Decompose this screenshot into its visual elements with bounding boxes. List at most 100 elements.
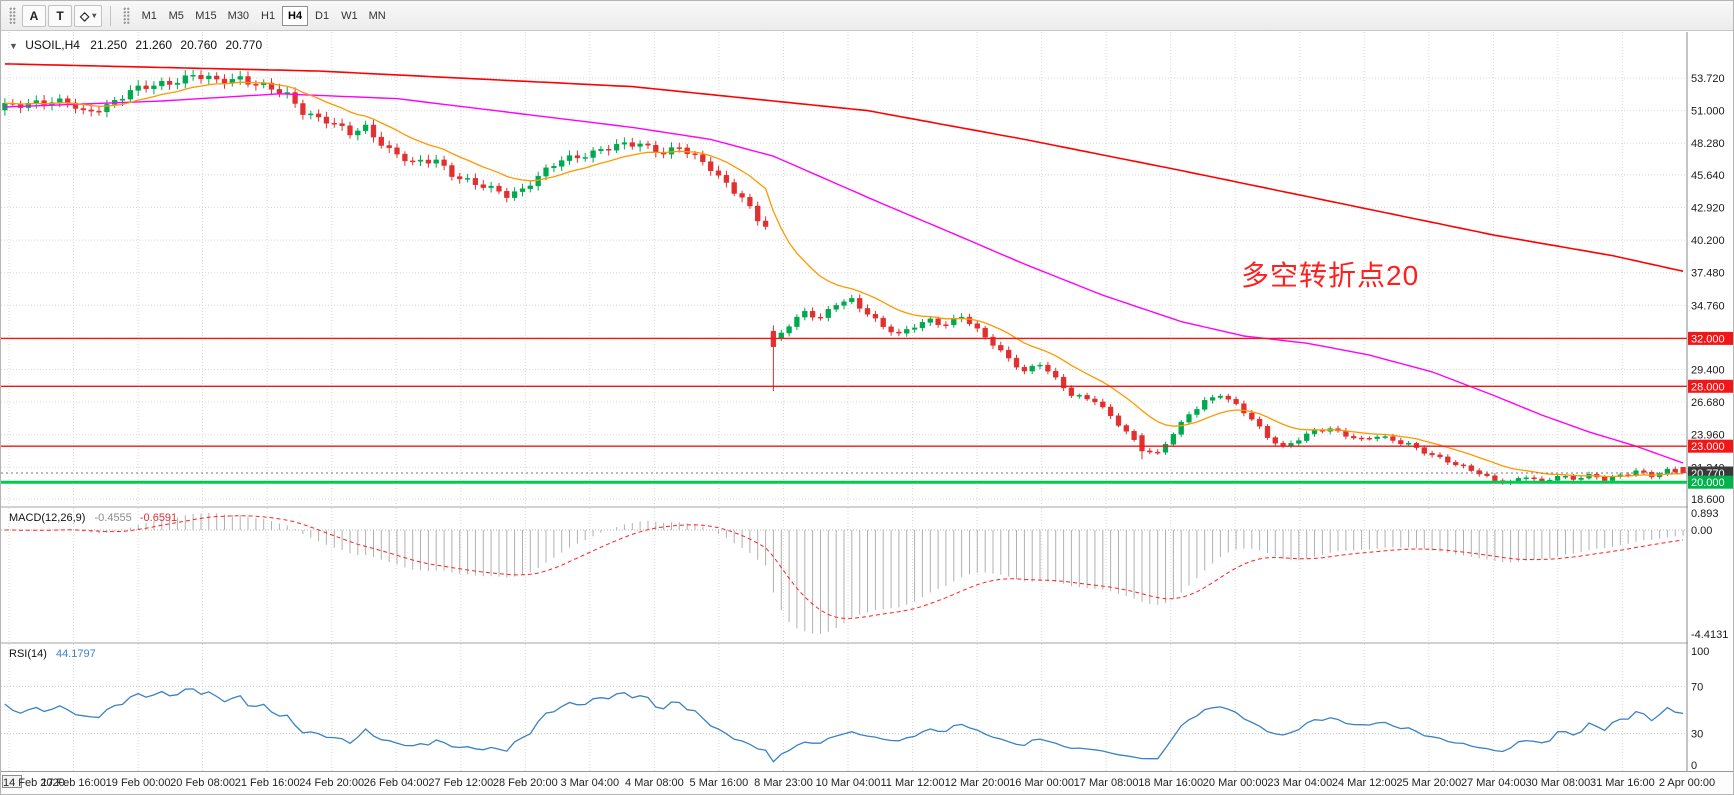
macd-main-value: -0.4555 bbox=[94, 512, 132, 524]
arrow-label-tool-button[interactable]: A bbox=[22, 4, 46, 27]
macd-axis-label: 0.00 bbox=[1691, 525, 1712, 537]
price-axis-label: 42.920 bbox=[1691, 203, 1725, 215]
time-axis-label: 12 Mar 20:00 bbox=[944, 777, 1010, 789]
price-badge-box bbox=[1688, 439, 1733, 453]
timeframe-toolbar: M1 M5 M15 M30 H1 H4 D1 W1 MN bbox=[136, 5, 391, 26]
time-axis-label: 5 Mar 16:00 bbox=[689, 777, 749, 789]
toolbar: A T ◇ ▾ M1 M5 M15 M30 H1 H4 D1 W1 MN bbox=[1, 1, 1733, 31]
bar-high-value: 21.260 bbox=[135, 38, 173, 52]
rsi-axis-label: 30 bbox=[1691, 729, 1703, 741]
time-axis-label: 20 Feb 08:00 bbox=[170, 777, 236, 789]
price-badge-label: 32.000 bbox=[1691, 333, 1725, 345]
price-badge-label: 28.000 bbox=[1691, 381, 1725, 393]
timeframe-button-M1[interactable]: M1 bbox=[136, 6, 162, 26]
price-axis-label: 48.280 bbox=[1691, 138, 1725, 150]
toolbar-separator bbox=[110, 5, 112, 26]
text-tool-icon: T bbox=[56, 8, 64, 23]
rsi-axis-label: 0 bbox=[1691, 760, 1697, 771]
ma-slow-line bbox=[4, 63, 1684, 272]
timeframe-button-M15[interactable]: M15 bbox=[190, 6, 221, 26]
rsi-line bbox=[4, 688, 1684, 763]
time-axis-label: 27 Feb 12:00 bbox=[428, 777, 494, 789]
price-axis-label: 53.720 bbox=[1691, 73, 1725, 85]
time-axis: 14 Feb 2020 17 Feb 16:00 19 Feb 00:00 20 Fe… bbox=[1, 771, 1733, 794]
chevron-down-icon: ▾ bbox=[92, 11, 97, 20]
macd-signal-value: -0.6591 bbox=[139, 512, 178, 524]
time-axis-label: 10 Mar 04:00 bbox=[815, 777, 881, 789]
macd-name: MACD(12,26,9) bbox=[9, 512, 86, 524]
time-axis-label: 24 Feb 20:00 bbox=[299, 777, 365, 789]
timescale-quick-nav-box[interactable] bbox=[2, 775, 22, 788]
symbol-name: USOIL,H4 bbox=[25, 38, 80, 52]
bar-close-value: 20.770 bbox=[225, 38, 263, 52]
rsi-value: 44.1797 bbox=[55, 648, 96, 660]
timeframe-button-M5[interactable]: M5 bbox=[163, 6, 189, 26]
toolbar-drag-handle[interactable] bbox=[9, 6, 16, 25]
price-badge-label: 20.000 bbox=[1691, 477, 1725, 489]
time-axis-label: 4 Mar 08:00 bbox=[625, 777, 684, 789]
time-axis-label: 30 Mar 08:00 bbox=[1525, 777, 1591, 789]
bar-open-value: 21.250 bbox=[90, 38, 127, 52]
time-axis-label: 3 Mar 04:00 bbox=[560, 777, 620, 789]
rsi-indicator-label: RSI(14) 44.1797 bbox=[9, 648, 96, 660]
price-badge-label: 23.000 bbox=[1691, 441, 1725, 453]
time-axis-label: 8 Mar 23:00 bbox=[754, 777, 813, 789]
chart-menu-arrow-icon[interactable]: ▼ bbox=[9, 41, 18, 51]
time-axis-label: 24 Mar 12:00 bbox=[1331, 777, 1397, 789]
macd-axis-label: -4.4131 bbox=[1691, 629, 1728, 641]
timeframe-toolbar-drag-handle[interactable] bbox=[123, 6, 131, 25]
price-axis-label: 23.960 bbox=[1691, 430, 1725, 442]
price-badge-box bbox=[1688, 379, 1733, 393]
symbol-ohlc-readout: ▼ USOIL,H4 21.250 21.260 20.760 20.770 bbox=[9, 38, 262, 52]
time-axis-label: 16 Mar 00:00 bbox=[1009, 777, 1075, 789]
annotation-text[interactable]: 多空转折点20 bbox=[1241, 260, 1420, 291]
rsi-axis-label: 100 bbox=[1691, 646, 1709, 658]
price-axis-label: 26.680 bbox=[1691, 397, 1725, 409]
ma-fast-line bbox=[4, 81, 1684, 478]
timeframe-button-H4[interactable]: H4 bbox=[282, 5, 309, 26]
price-axis-label: 29.400 bbox=[1691, 365, 1725, 377]
time-axis-label: 31 Mar 16:00 bbox=[1589, 777, 1655, 789]
rsi-name: RSI(14) bbox=[9, 648, 47, 660]
arrow-label-tool-icon: A bbox=[29, 8, 39, 23]
ma-mid-line bbox=[4, 93, 1684, 464]
time-axis-label: 18 Mar 16:00 bbox=[1138, 777, 1204, 789]
price-axis-label: 51.000 bbox=[1691, 106, 1725, 118]
timeframe-button-W1[interactable]: W1 bbox=[336, 6, 363, 26]
price-axis-label: 40.200 bbox=[1691, 235, 1725, 247]
price-axis-label: 45.640 bbox=[1691, 170, 1725, 182]
time-axis-label: 17 Feb 16:00 bbox=[41, 777, 106, 789]
time-axis-label: 11 Mar 12:00 bbox=[880, 777, 945, 789]
shapes-tool-icon: ◇ bbox=[80, 8, 90, 23]
timeframe-button-H1[interactable]: H1 bbox=[255, 6, 281, 26]
time-axis-label: 20 Mar 00:00 bbox=[1202, 777, 1268, 789]
time-axis-label: 21 Feb 16:00 bbox=[234, 777, 300, 789]
candle-up-bodies bbox=[2, 75, 1671, 483]
timeframe-button-MN[interactable]: MN bbox=[364, 6, 391, 26]
text-tool-button[interactable]: T bbox=[48, 4, 72, 27]
time-axis-label: 26 Feb 04:00 bbox=[363, 777, 429, 789]
time-axis-label: 2 Apr 00:00 bbox=[1658, 777, 1716, 789]
timeframe-button-M30[interactable]: M30 bbox=[223, 6, 254, 26]
time-axis-label: 19 Feb 00:00 bbox=[105, 777, 171, 789]
time-axis-label: 23 Mar 04:00 bbox=[1267, 777, 1333, 789]
time-axis-label: 28 Feb 20:00 bbox=[492, 777, 558, 789]
price-scale-background bbox=[1688, 32, 1733, 771]
price-axis-label: 37.480 bbox=[1691, 268, 1725, 280]
shapes-tool-button[interactable]: ◇ ▾ bbox=[74, 4, 103, 27]
macd-axis-label: 0.893 bbox=[1691, 508, 1719, 520]
rsi-axis-label: 70 bbox=[1691, 681, 1703, 693]
timeframe-button-D1[interactable]: D1 bbox=[309, 6, 335, 26]
price-axis-label: 18.600 bbox=[1691, 494, 1725, 506]
price-badge-box bbox=[1688, 331, 1733, 345]
price-badge-box bbox=[1688, 475, 1733, 489]
time-axis-label: 25 Mar 20:00 bbox=[1396, 777, 1462, 789]
time-axis-label: 17 Mar 08:00 bbox=[1073, 777, 1139, 789]
chart-canvas: 53.720 51.000 48.280 45.640 42.920 40.200 37.4… bbox=[1, 32, 1733, 771]
time-axis-label: 14 Feb 2020 bbox=[3, 777, 65, 789]
macd-indicator-label: MACD(12,26,9) -0.4555 -0.6591 bbox=[9, 512, 177, 524]
grid-lines bbox=[1, 32, 1688, 771]
price-axis-label: 34.760 bbox=[1691, 300, 1725, 312]
bar-low-value: 20.760 bbox=[180, 38, 218, 52]
